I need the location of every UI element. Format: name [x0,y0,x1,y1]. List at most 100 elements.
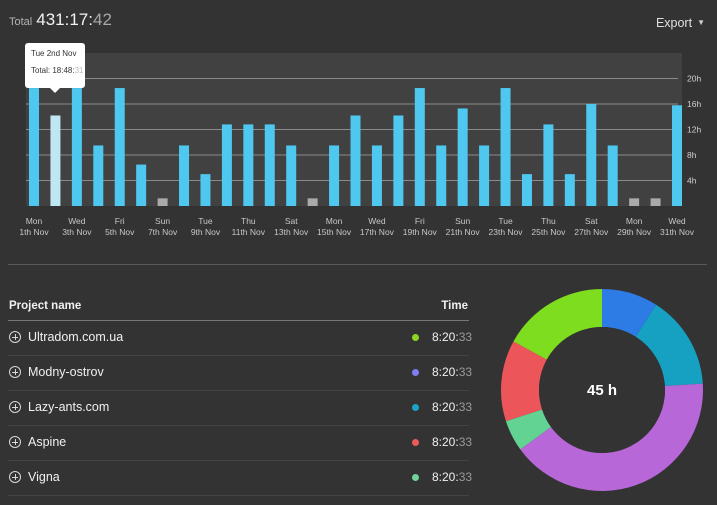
column-time[interactable]: Time [441,300,468,312]
project-time: 8:20:33 [432,400,473,414]
expand-plus-icon[interactable] [9,471,21,483]
bar[interactable] [93,145,104,206]
bar[interactable] [221,124,232,206]
bar[interactable] [350,115,361,206]
bar[interactable] [479,145,490,206]
bar[interactable] [243,124,254,206]
bar[interactable] [500,88,511,206]
donut-segment[interactable] [635,304,703,387]
bar[interactable] [200,174,211,206]
bar[interactable] [543,124,554,206]
bar[interactable] [436,145,447,206]
x-tick-label: Thu [241,216,256,226]
x-tick-label: Sat [285,216,298,226]
x-tick-label: Tue [198,216,213,226]
y-tick-label: 20h [687,74,701,84]
project-color-dot [412,404,419,411]
bar[interactable] [329,145,340,206]
x-tick-label: 11th Nov [232,227,266,237]
project-name[interactable]: Aspine [28,435,67,449]
project-name[interactable]: Lazy-ants.com [28,400,110,414]
export-button[interactable]: Export ▼ [656,16,705,30]
bar[interactable] [650,198,661,206]
bar[interactable] [393,115,404,206]
y-tick-label: 16h [687,99,701,109]
table-row[interactable]: Lazy-ants.com 8:20:33 [8,391,473,426]
projects-table: Project name Time Ultradom.com.ua 8:20:33… [8,296,473,496]
table-body: Ultradom.com.ua 8:20:33 Modny-ostrov 8:20:3… [8,321,473,496]
x-tick-label: Thu [541,216,556,226]
bar[interactable] [71,88,82,206]
project-time: 8:20:33 [432,435,473,449]
expand-plus-icon[interactable] [9,331,21,343]
x-tick-label: 31th Nov [660,227,695,237]
bar[interactable] [136,164,147,206]
x-tick-label: 7th Nov [148,227,178,237]
section-divider [8,264,707,265]
table-row[interactable]: Ultradom.com.ua 8:20:33 [8,321,472,356]
bar[interactable] [264,124,275,206]
bar[interactable] [157,198,168,206]
y-tick-label: 4h [687,176,697,186]
bar[interactable] [286,145,297,206]
x-tick-label: Fri [415,216,425,226]
bar[interactable] [607,145,618,206]
bar[interactable] [521,174,532,206]
x-tick-label: 19th Nov [403,227,438,237]
x-tick-label: 21th Nov [446,227,481,237]
donut-segment[interactable] [520,383,703,491]
project-name[interactable]: Modny-ostrov [28,365,104,379]
bar[interactable] [114,88,125,206]
bar[interactable] [29,88,39,206]
x-tick-label: 23th Nov [489,227,524,237]
table-row[interactable]: Modny-ostrov 8:20:33 [8,356,472,391]
project-name[interactable]: Vigna [28,470,60,484]
tooltip-total: Total: 18:48:31 [31,66,84,75]
table-row[interactable]: Aspine 8:20:33 [8,426,473,461]
expand-plus-icon[interactable] [9,366,21,378]
x-tick-label: 17th Nov [360,227,395,237]
table-row[interactable]: Vigna 8:20:33 [8,461,472,496]
x-tick-label: 3th Nov [62,227,92,237]
donut-hole [539,327,665,453]
x-tick-label: 25th Nov [531,227,566,237]
donut-segment[interactable] [513,289,602,360]
bar[interactable] [179,145,190,206]
donut-segment[interactable] [602,289,657,337]
x-tick-label: Wed [68,216,86,226]
donut-segment[interactable] [501,341,547,422]
bar[interactable] [586,104,597,206]
total-time: 431:17: [36,10,93,29]
projects-donut-chart: 45 h [501,289,703,491]
x-tick-label: Sun [455,216,470,226]
total-time-seconds: 42 [92,10,112,29]
expand-plus-icon[interactable] [9,401,21,413]
bar[interactable] [564,174,575,206]
bar[interactable] [629,198,640,206]
bar[interactable] [672,105,682,206]
donut-center-label: 45 h [587,382,617,399]
x-tick-label: Wed [368,216,386,226]
x-tick-label: 1th Nov [19,227,49,237]
project-color-dot [412,439,419,446]
donut-segment[interactable] [505,409,552,450]
bar[interactable] [50,115,61,206]
y-tick-label: 12h [687,125,701,135]
expand-plus-icon[interactable] [9,436,21,448]
total-header: Total 431:17:42 [9,10,112,38]
bar[interactable] [371,145,382,206]
project-name[interactable]: Ultradom.com.ua [28,330,124,344]
table-header: Project name Time [8,296,469,321]
total-label: Total [9,16,33,28]
project-color-dot [412,369,419,376]
bar[interactable] [457,108,468,206]
x-tick-label: 9th Nov [191,227,221,237]
bar[interactable] [414,88,425,206]
x-tick-label: Mon [626,216,643,226]
x-tick-label: Sat [585,216,598,226]
export-label: Export [655,16,693,30]
bar[interactable] [307,198,318,206]
caret-down-icon: ▼ [697,18,705,27]
column-project-name[interactable]: Project name [9,300,82,312]
